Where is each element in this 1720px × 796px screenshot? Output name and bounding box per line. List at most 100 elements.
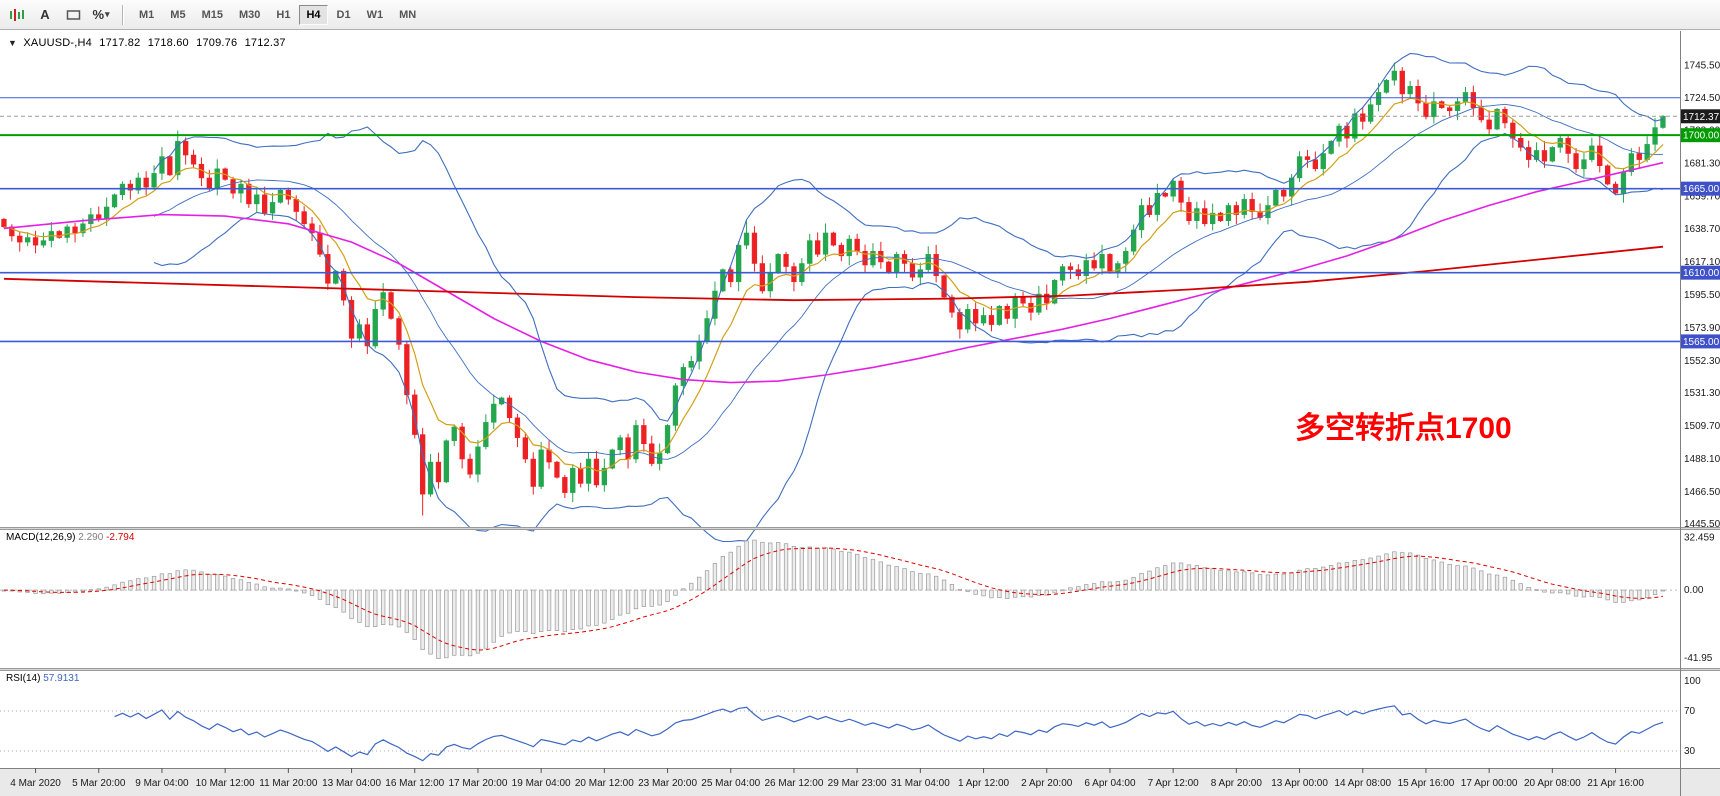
svg-text:31 Mar 04:00: 31 Mar 04:00 [891, 778, 950, 789]
svg-text:29 Mar 23:00: 29 Mar 23:00 [828, 778, 887, 789]
rsi-panel: 100 70 30 [0, 676, 1701, 762]
macd-name: MACD(12,26,9) [6, 532, 76, 543]
svg-text:2 Apr 20:00: 2 Apr 20:00 [1021, 778, 1073, 789]
svg-text:1552.30: 1552.30 [1684, 356, 1720, 367]
macd-panel: 32.459 0.00 -41.95 [0, 532, 1715, 664]
ma-long-line [3, 245, 1664, 302]
svg-text:1445.50: 1445.50 [1684, 519, 1720, 530]
svg-text:13 Mar 04:00: 13 Mar 04:00 [322, 778, 381, 789]
svg-text:1573.90: 1573.90 [1684, 323, 1720, 334]
percent-icon: % [92, 7, 105, 22]
svg-text:5 Mar 20:00: 5 Mar 20:00 [72, 778, 126, 789]
rsi-value: 57.9131 [43, 673, 80, 684]
svg-text:32.459: 32.459 [1684, 532, 1715, 543]
svg-text:30: 30 [1684, 746, 1696, 757]
main-chart-plot-area[interactable] [0, 31, 1680, 527]
price-annotation-text: 多空转折点1700 [1295, 412, 1512, 445]
price-scale[interactable] [1680, 31, 1720, 768]
svg-text:1565.00: 1565.00 [1683, 337, 1720, 348]
svg-text:1610.00: 1610.00 [1683, 268, 1720, 279]
svg-text:16 Mar 12:00: 16 Mar 12:00 [385, 778, 444, 789]
bollinger-bands [153, 52, 1664, 543]
timeframe-m5-button[interactable]: M5 [163, 5, 192, 25]
ma-slow-line [3, 161, 1664, 384]
rsi-indicator-label: RSI(14) 57.9131 [6, 673, 79, 684]
low-value: 1709.76 [196, 37, 238, 49]
candlestick-icon [10, 8, 24, 21]
open-value: 1717.82 [99, 37, 141, 49]
price-tags: 1700.00 1665.00 1610.00 1565.00 1712.37 [1680, 109, 1720, 349]
svg-text:1745.50: 1745.50 [1684, 61, 1720, 72]
rectangle-icon [66, 9, 80, 20]
svg-text:21 Apr 16:00: 21 Apr 16:00 [1587, 778, 1644, 789]
svg-text:4 Mar 2020: 4 Mar 2020 [10, 778, 61, 789]
rsi-panel-area[interactable] [0, 671, 1680, 768]
svg-text:11 Mar 20:00: 11 Mar 20:00 [259, 778, 318, 789]
svg-text:1466.50: 1466.50 [1684, 487, 1720, 498]
svg-text:1531.30: 1531.30 [1684, 388, 1720, 399]
svg-text:7 Apr 12:00: 7 Apr 12:00 [1148, 778, 1200, 789]
svg-text:1700.00: 1700.00 [1683, 131, 1720, 142]
svg-text:70: 70 [1684, 706, 1696, 717]
ohlc-header: ▼ XAUUSD-,H4 1717.82 1718.60 1709.76 171… [8, 37, 290, 49]
time-axis: 4 Mar 2020 5 Mar 20:00 9 Mar 04:00 10 Mar 1… [0, 768, 1720, 796]
bar-chart-icon[interactable] [4, 4, 30, 26]
panel-separators [0, 527, 1720, 671]
price-scale-labels: 1745.501724.501703.001681.301659.701638.… [1680, 31, 1720, 768]
letter-a-icon: A [40, 7, 50, 22]
high-value: 1718.60 [147, 37, 189, 49]
timeframe-h1-button[interactable]: H1 [269, 5, 297, 25]
timeframe-m30-button[interactable]: M30 [232, 5, 267, 25]
macd-signal-value: -2.794 [106, 532, 135, 543]
svg-text:17 Apr 00:00: 17 Apr 00:00 [1461, 778, 1518, 789]
timeframe-mn-button[interactable]: MN [392, 5, 423, 25]
svg-text:1638.70: 1638.70 [1684, 224, 1720, 235]
svg-text:1488.10: 1488.10 [1684, 454, 1720, 465]
chevron-down-icon: ▾ [105, 9, 110, 19]
svg-text:17 Mar 20:00: 17 Mar 20:00 [448, 778, 507, 789]
svg-text:1665.00: 1665.00 [1683, 184, 1720, 195]
macd-panel-area[interactable] [0, 530, 1680, 668]
svg-text:1724.50: 1724.50 [1684, 93, 1720, 104]
timeframe-w1-button[interactable]: W1 [360, 5, 391, 25]
svg-text:1509.70: 1509.70 [1684, 421, 1720, 432]
timeframe-h4-button[interactable]: H4 [299, 4, 328, 25]
svg-text:1681.30: 1681.30 [1684, 159, 1720, 170]
toolbar-separator [122, 4, 124, 25]
text-annotation-button[interactable]: A [32, 4, 58, 26]
svg-text:13 Apr 00:00: 13 Apr 00:00 [1271, 778, 1328, 789]
svg-text:100: 100 [1684, 676, 1701, 687]
svg-text:8 Apr 20:00: 8 Apr 20:00 [1211, 778, 1263, 789]
svg-text:6 Apr 04:00: 6 Apr 04:00 [1084, 778, 1136, 789]
time-scale[interactable] [0, 768, 1680, 796]
svg-text:23 Mar 20:00: 23 Mar 20:00 [638, 778, 697, 789]
svg-text:20 Mar 12:00: 20 Mar 12:00 [575, 778, 634, 789]
timeframe-m1-button[interactable]: M1 [132, 5, 161, 25]
close-value: 1712.37 [244, 37, 286, 49]
macd-indicator-label: MACD(12,26,9) 2.290 -2.794 [6, 532, 134, 543]
ma-fast-line [3, 97, 1664, 472]
collapse-triangle-icon[interactable]: ▼ [8, 38, 18, 48]
horizontal-levels [0, 97, 1680, 343]
symbol-period-label: XAUUSD-,H4 [23, 37, 92, 49]
toolbar: A % ▾ M1 M5 M15 M30 H1 H4 D1 W1 MN [0, 0, 1720, 30]
svg-text:15 Apr 16:00: 15 Apr 16:00 [1398, 778, 1455, 789]
rsi-name: RSI(14) [6, 673, 41, 684]
timeframe-d1-button[interactable]: D1 [330, 5, 358, 25]
svg-text:1 Apr 12:00: 1 Apr 12:00 [958, 778, 1010, 789]
macd-main-value: 2.290 [78, 532, 104, 543]
fibonacci-tool-button[interactable]: % ▾ [88, 4, 114, 26]
timeframe-m15-button[interactable]: M15 [195, 5, 230, 25]
svg-text:20 Apr 08:00: 20 Apr 08:00 [1524, 778, 1581, 789]
svg-text:1617.10: 1617.10 [1684, 257, 1720, 268]
svg-text:14 Apr 08:00: 14 Apr 08:00 [1334, 778, 1391, 789]
svg-text:26 Mar 12:00: 26 Mar 12:00 [764, 778, 823, 789]
svg-text:0.00: 0.00 [1684, 585, 1704, 596]
svg-text:-41.95: -41.95 [1684, 653, 1713, 664]
svg-text:10 Mar 12:00: 10 Mar 12:00 [196, 778, 255, 789]
svg-text:1712.37: 1712.37 [1683, 112, 1720, 123]
svg-text:9 Mar 04:00: 9 Mar 04:00 [135, 778, 189, 789]
rectangle-tool-button[interactable] [60, 4, 86, 26]
